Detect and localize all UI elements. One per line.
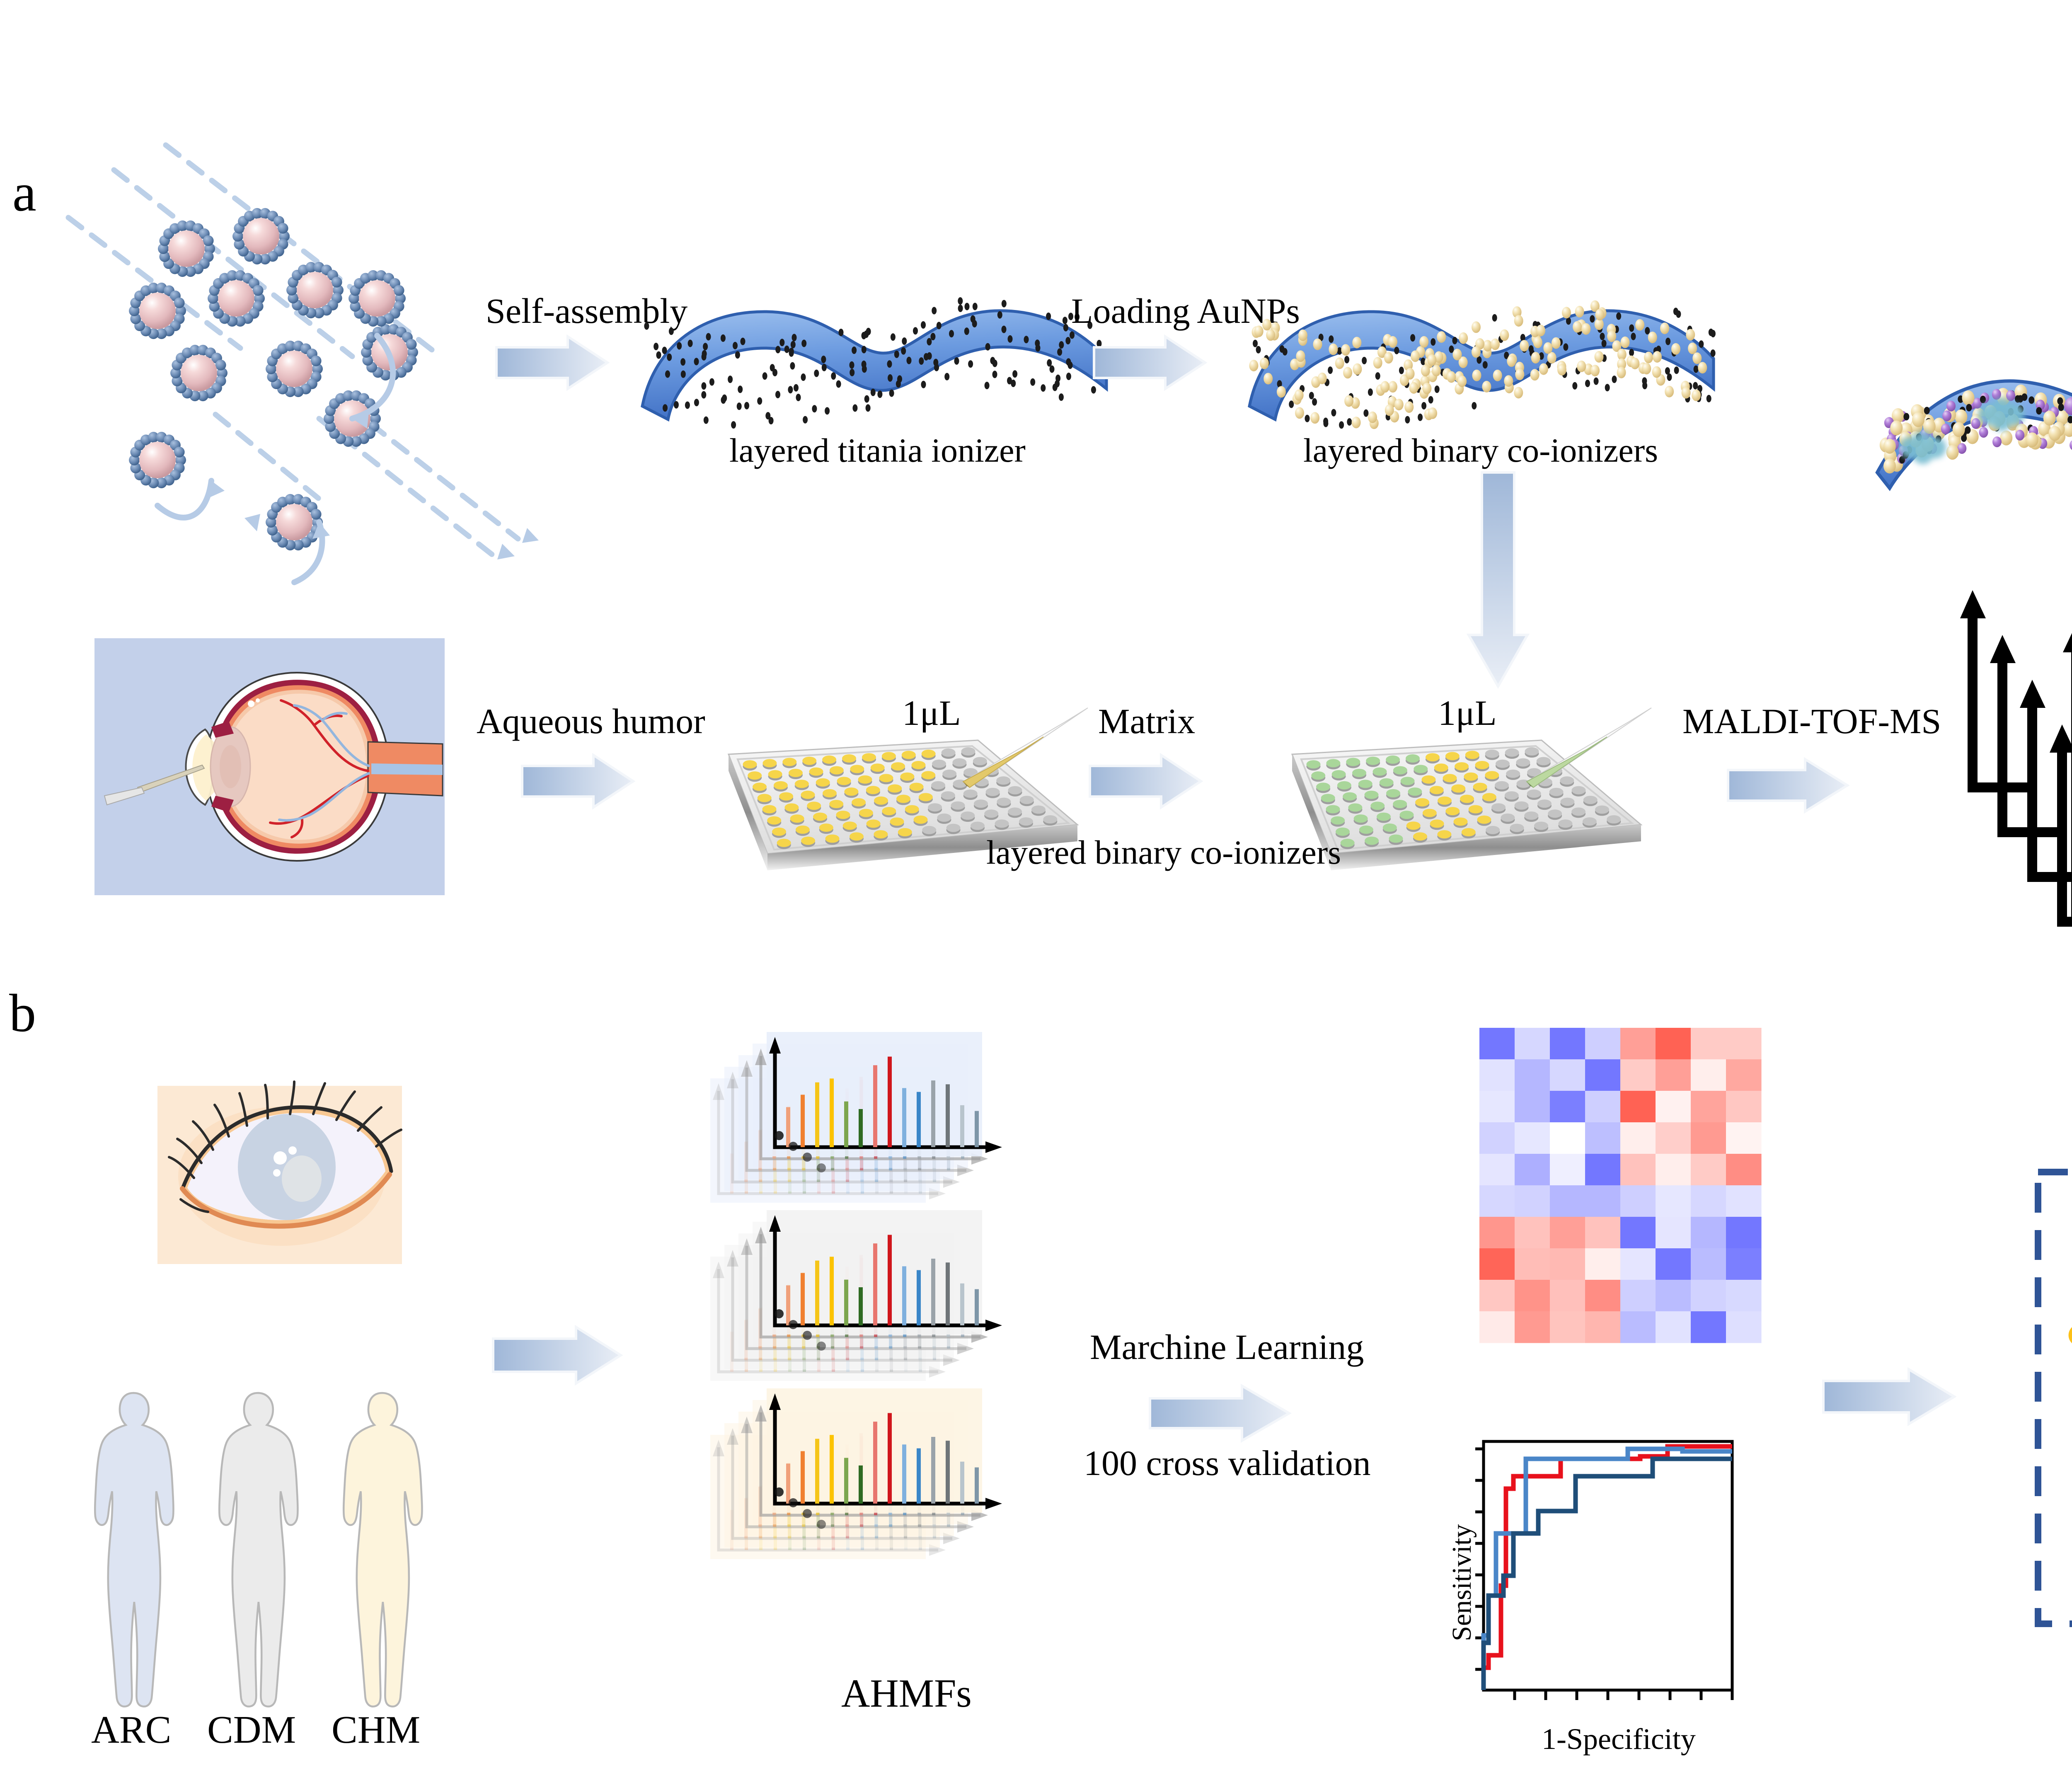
arrow-matrix: [1089, 753, 1203, 810]
arrow-machine-learning: [1149, 1383, 1292, 1443]
panel-label-b: b: [9, 983, 36, 1043]
silhouette-cdm: [219, 1393, 298, 1707]
curve-red: [1481, 1444, 1732, 1690]
step-matrix-label: Matrix: [1098, 701, 1196, 741]
arrow-loading-aunps: [1093, 334, 1208, 391]
roc-ylabel: Sensitivity: [1447, 1524, 1477, 1641]
nanoparticle-cluster: [65, 142, 539, 585]
eye-cross-section-illustration: [94, 638, 445, 895]
ldi-surface-illustration: [1875, 379, 2072, 491]
pipette-tip-green-icon: [1526, 707, 1652, 788]
ahmfs-label: AHMFs: [841, 1671, 972, 1715]
arrow-down-to-plate: [1466, 471, 1530, 689]
arrow-to-ahmfs: [492, 1325, 623, 1386]
step-aqueous-humor-label: Aqueous humor: [477, 701, 705, 741]
roc-curve-chart: [1475, 1440, 1734, 1700]
correlation-heatmap: [1479, 1028, 1762, 1343]
silhouette-arc: [95, 1393, 173, 1707]
pipette-tip-yellow-icon: [962, 707, 1088, 788]
caption-layered-titania: layered titania ionizer: [729, 431, 1026, 469]
arrow-maldi: [1727, 757, 1850, 814]
scatter-point: [2068, 1327, 2072, 1344]
silhouette-label-arc: ARC: [91, 1708, 172, 1751]
ldi-front-axes: [2063, 633, 2072, 927]
panel-label-a: a: [12, 163, 36, 223]
machine-learning-label: Marchine Learning: [1090, 1327, 1364, 1367]
roc-xlabel: 1-Specificity: [1542, 1722, 1696, 1756]
curve-dark-blue: [1481, 1456, 1732, 1690]
arrow-to-classification: [1822, 1367, 1957, 1427]
classification-box: [2035, 1169, 2072, 1627]
classification-scatter-chart: [2035, 1169, 2072, 1627]
maldi-plate-1[interactable]: [680, 705, 1094, 912]
silhouette-label-cdm: CDM: [207, 1708, 296, 1751]
caption-layered-binary-bottom: layered binary co-ionizers: [986, 833, 1341, 871]
layered-binary-coionizers-sheet: [1248, 300, 1716, 429]
arrow-aqueous-humor: [521, 753, 636, 810]
cross-validation-label: 100 cross validation: [1084, 1443, 1371, 1483]
silhouette-label-chm: CHM: [332, 1708, 421, 1751]
ldi-spectrum-chart: [1960, 590, 2072, 927]
cataract-eye-illustration: [157, 1080, 402, 1264]
arrow-self-assembly: [495, 334, 610, 391]
ahmfs-stacked-spectra: [710, 1032, 1002, 1559]
maldi-plate-2[interactable]: [1243, 705, 1658, 912]
layered-titania-ionizer-sheet: [641, 297, 1108, 429]
volume-label-plate1: 1μL: [902, 693, 961, 733]
needle-icon: [104, 764, 205, 806]
silhouette-chm: [344, 1393, 422, 1707]
caption-layered-binary-top: layered binary co-ionizers: [1303, 431, 1658, 469]
volume-label-plate2: 1μL: [1438, 693, 1497, 733]
step-self-assembly-label: Self-assembly: [486, 291, 688, 331]
step-loading-aunps-label: Loading AuNPs: [1071, 291, 1300, 331]
step-maldi-label: MALDI-TOF-MS: [1682, 701, 1941, 741]
